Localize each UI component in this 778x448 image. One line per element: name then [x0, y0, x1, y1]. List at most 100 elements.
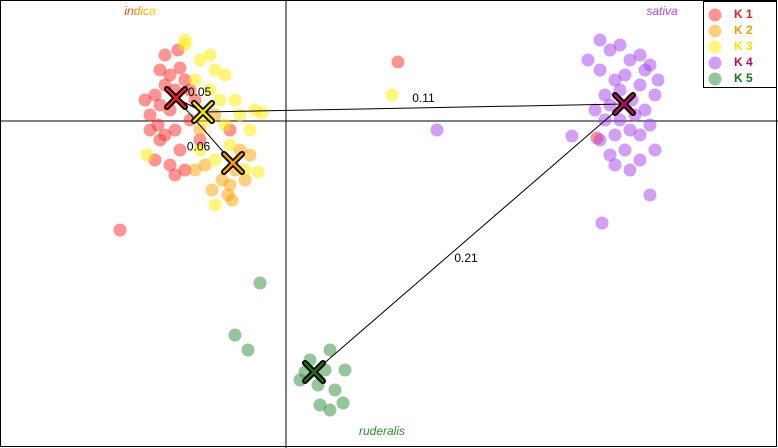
- centroid-marker: [302, 360, 326, 384]
- legend-swatch: [708, 56, 722, 70]
- data-point: [638, 103, 652, 117]
- data-point: [178, 73, 192, 87]
- data-point: [218, 118, 232, 132]
- data-point: [113, 223, 127, 237]
- data-point: [208, 198, 222, 212]
- group-label: indica: [124, 4, 156, 18]
- data-point: [193, 143, 207, 157]
- data-point: [225, 193, 239, 207]
- centroid-marker: [191, 100, 215, 124]
- data-point: [168, 123, 182, 137]
- data-point: [648, 143, 662, 157]
- legend-label: K 5: [734, 71, 753, 85]
- data-point: [168, 168, 182, 182]
- link-label: 0.06: [187, 140, 211, 154]
- data-point: [223, 138, 237, 152]
- data-point: [215, 173, 229, 187]
- centroid-marker: [612, 92, 636, 116]
- data-point: [603, 43, 617, 57]
- data-point: [203, 83, 217, 97]
- legend-swatch: [708, 24, 722, 38]
- data-point: [598, 88, 612, 102]
- data-point: [153, 98, 167, 112]
- data-point: [588, 103, 602, 117]
- legend-swatch: [708, 72, 722, 86]
- data-point: [643, 118, 657, 132]
- data-point: [618, 143, 632, 157]
- data-point: [430, 123, 444, 137]
- link-label: 0.21: [454, 251, 478, 265]
- centroid-marker: [164, 86, 188, 110]
- data-point: [233, 108, 247, 122]
- legend-label: K 2: [734, 23, 753, 37]
- data-point: [328, 383, 342, 397]
- data-point: [138, 93, 152, 107]
- legend-label: K 3: [734, 39, 753, 53]
- data-point: [251, 165, 265, 179]
- data-point: [178, 163, 192, 177]
- data-point: [581, 53, 595, 67]
- data-point: [163, 158, 177, 172]
- data-point: [595, 216, 609, 230]
- data-point: [613, 38, 627, 52]
- data-point: [623, 53, 637, 67]
- data-point: [203, 48, 217, 62]
- data-point: [638, 63, 652, 77]
- data-point: [143, 123, 157, 137]
- data-point: [603, 98, 617, 112]
- data-point: [241, 343, 255, 357]
- data-point: [163, 68, 177, 82]
- data-point: [633, 153, 647, 167]
- data-point: [193, 123, 207, 137]
- data-point: [140, 148, 154, 162]
- data-point: [253, 276, 267, 290]
- data-point: [651, 73, 665, 87]
- data-point: [338, 363, 352, 377]
- data-point: [313, 398, 327, 412]
- data-point: [153, 63, 167, 77]
- group-label: sativa: [646, 4, 678, 18]
- data-point: [153, 133, 167, 147]
- data-point: [593, 33, 607, 47]
- data-point: [385, 88, 399, 102]
- data-point: [208, 63, 222, 77]
- centroid-marker: [221, 151, 245, 175]
- data-point: [565, 129, 579, 143]
- data-point: [213, 93, 227, 107]
- data-point: [205, 183, 219, 197]
- data-point: [633, 48, 647, 62]
- data-point: [178, 33, 192, 47]
- data-point: [228, 93, 242, 107]
- data-point: [608, 128, 622, 142]
- legend-label: K 4: [734, 55, 753, 69]
- data-point: [238, 173, 252, 187]
- data-point: [243, 148, 257, 162]
- data-point: [623, 123, 637, 137]
- data-point: [208, 153, 222, 167]
- data-point: [193, 53, 207, 67]
- data-point: [623, 163, 637, 177]
- data-point: [193, 133, 207, 147]
- data-point: [173, 143, 187, 157]
- data-point: [198, 158, 212, 172]
- data-point: [218, 68, 232, 82]
- link-line: [313, 103, 625, 373]
- data-point: [336, 396, 350, 410]
- data-point: [158, 48, 172, 62]
- group-label: ruderalis: [359, 424, 405, 438]
- data-point: [633, 78, 647, 92]
- data-point: [173, 61, 187, 75]
- data-point: [613, 113, 627, 127]
- data-point: [603, 148, 617, 162]
- link-label: 0.11: [412, 91, 435, 105]
- data-point: [633, 128, 647, 142]
- data-point: [188, 163, 202, 177]
- data-point: [391, 55, 405, 69]
- legend-swatch: [708, 8, 722, 22]
- data-point: [188, 73, 202, 87]
- data-point: [643, 188, 657, 202]
- data-point: [618, 68, 632, 82]
- data-point: [143, 108, 157, 122]
